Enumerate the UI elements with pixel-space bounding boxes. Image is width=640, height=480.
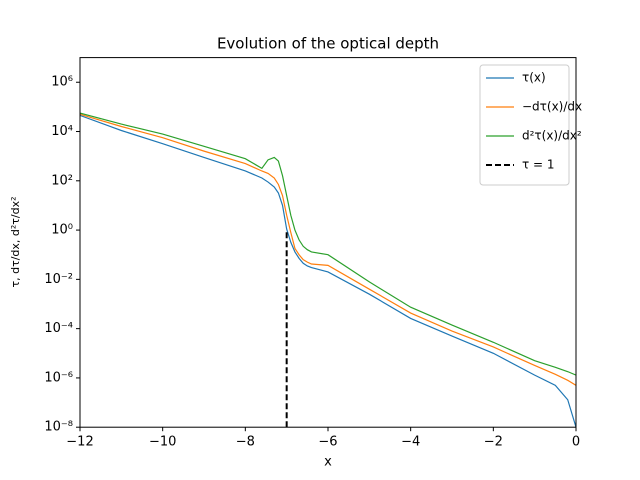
series-line (80, 114, 576, 428)
y-tick-label: 10⁻⁶ (44, 370, 73, 385)
plot-frame (79, 57, 577, 428)
legend-label: τ(x) (522, 71, 546, 85)
x-tick-label: −2 (484, 435, 503, 450)
legend-box (479, 64, 570, 186)
x-tick-label: −6 (318, 435, 337, 450)
legend-label: τ = 1 (522, 158, 555, 172)
series-line (80, 113, 576, 386)
legend-label: d²τ(x)/dx² (522, 129, 582, 143)
y-tick-label: 10⁰ (51, 223, 73, 238)
x-tick-label: 0 (572, 435, 580, 450)
chart-title: Evolution of the optical depth (217, 35, 439, 53)
x-tick-label: −10 (149, 435, 176, 450)
y-tick-label: 10⁻⁸ (44, 420, 73, 435)
legend-label: −dτ(x)/dx (522, 100, 582, 114)
y-tick-label: 10⁶ (51, 75, 73, 90)
y-tick-label: 10⁻⁴ (44, 321, 73, 336)
y-tick-label: 10⁴ (51, 124, 73, 139)
x-tick-label: −4 (401, 435, 420, 450)
y-tick-label: 10⁻² (44, 272, 73, 287)
x-tick-label: −8 (236, 435, 255, 450)
y-axis-label: τ, dτ/dx, d²τ/dx² (9, 196, 22, 287)
x-axis-label: x (324, 455, 332, 470)
x-tick-label: −12 (66, 435, 93, 450)
series-line (80, 112, 576, 376)
y-tick-label: 10² (51, 173, 73, 188)
